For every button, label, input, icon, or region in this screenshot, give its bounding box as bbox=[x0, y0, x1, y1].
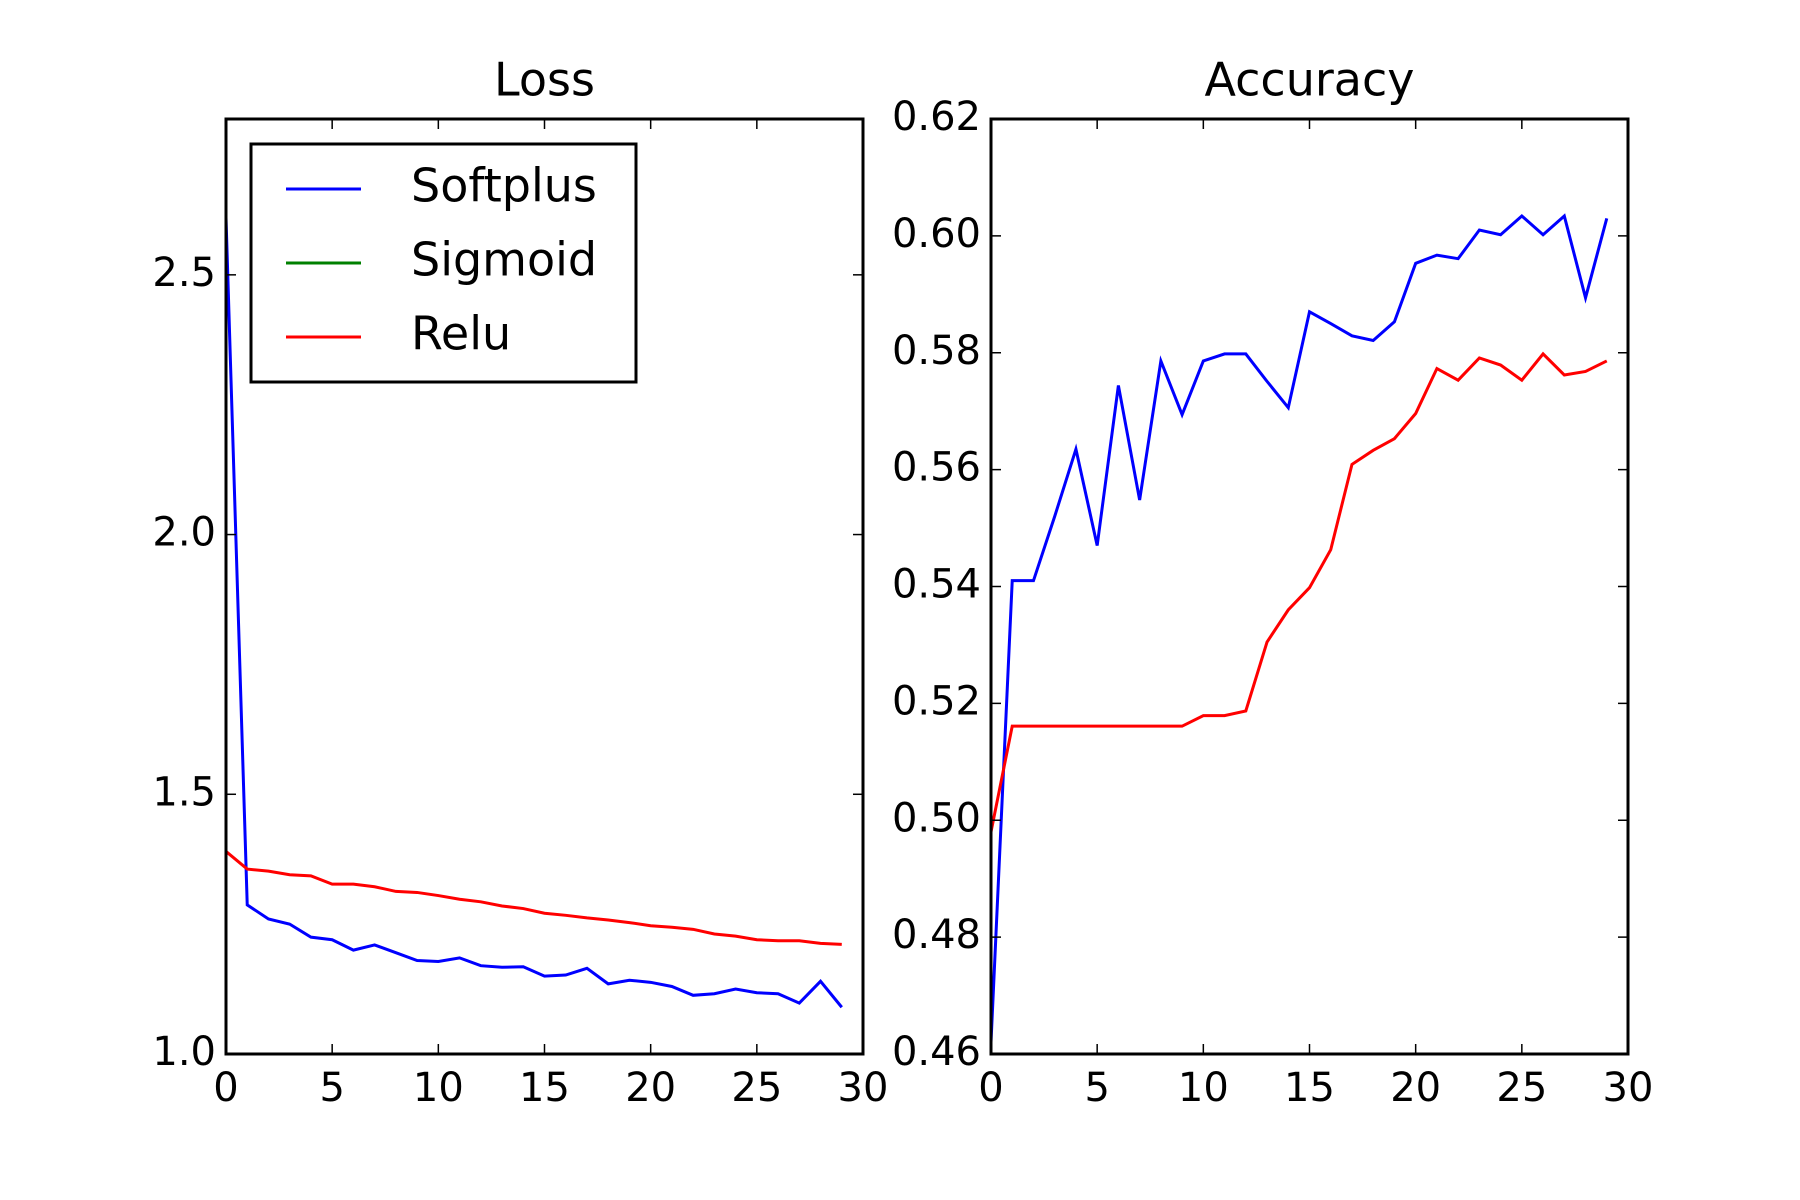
x-tick-label: 10 bbox=[1178, 1065, 1229, 1111]
y-tick-label: 0.56 bbox=[892, 445, 981, 491]
series-line bbox=[989, 213, 1609, 1043]
x-tick-label: 0 bbox=[978, 1065, 1003, 1111]
series-line bbox=[989, 351, 1608, 833]
y-tick-label: 0.46 bbox=[892, 1029, 981, 1075]
y-tick-label: 1.0 bbox=[152, 1029, 216, 1075]
legend-label: Softplus bbox=[411, 159, 597, 213]
y-tick-label: 0.58 bbox=[892, 328, 981, 374]
x-tick-label: 20 bbox=[625, 1065, 676, 1111]
chart-title: Accuracy bbox=[1204, 53, 1414, 107]
x-tick-label: 5 bbox=[319, 1065, 344, 1111]
y-tick-label: 0.54 bbox=[892, 562, 981, 608]
x-tick-label: 20 bbox=[1390, 1065, 1441, 1111]
x-tick-label: 15 bbox=[519, 1065, 570, 1111]
y-tick-label: 0.50 bbox=[892, 795, 981, 841]
x-tick-label: 30 bbox=[838, 1065, 889, 1111]
x-tick-label: 10 bbox=[413, 1065, 464, 1111]
series-line bbox=[224, 217, 843, 1009]
chart-title: Loss bbox=[494, 53, 595, 107]
x-tick-label: 25 bbox=[1496, 1065, 1547, 1111]
x-tick-label: 30 bbox=[1603, 1065, 1654, 1111]
y-tick-label: 0.52 bbox=[892, 678, 981, 724]
y-tick-label: 0.62 bbox=[892, 94, 981, 140]
y-tick-label: 0.48 bbox=[892, 912, 981, 958]
x-tick-label: 5 bbox=[1084, 1065, 1109, 1111]
x-tick-label: 25 bbox=[731, 1065, 782, 1111]
y-tick-label: 2.0 bbox=[152, 510, 216, 556]
y-tick-label: 0.60 bbox=[892, 211, 981, 257]
series-line bbox=[225, 850, 842, 946]
y-tick-label: 2.5 bbox=[152, 250, 216, 296]
x-tick-label: 15 bbox=[1284, 1065, 1335, 1111]
axes-frame bbox=[224, 117, 865, 1056]
y-tick-label: 1.5 bbox=[152, 769, 216, 815]
legend-label: Sigmoid bbox=[411, 233, 597, 287]
axes-frame bbox=[989, 117, 1630, 1056]
legend-label: Relu bbox=[411, 307, 511, 361]
x-tick-label: 0 bbox=[213, 1065, 238, 1111]
